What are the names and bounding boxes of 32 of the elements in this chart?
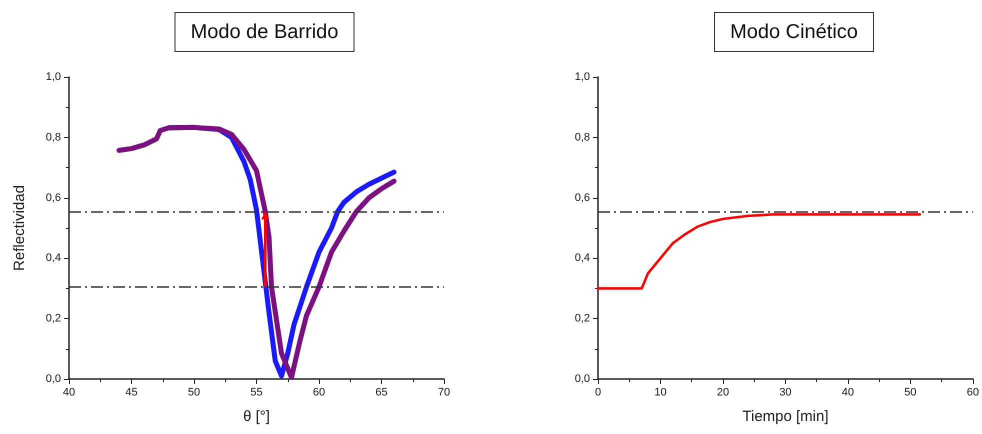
x-axis-title: θ [°]	[243, 408, 270, 425]
y-tick-label: 0,8	[574, 131, 590, 144]
y-tick-label: 0,0	[46, 373, 61, 385]
x-tick-label: 55	[250, 386, 263, 398]
y-tick-label: 0,6	[46, 192, 61, 204]
x-tick-label: 70	[438, 386, 450, 398]
y-tick-label: 1,0	[46, 71, 61, 83]
y-tick-label: 0,0	[574, 373, 590, 385]
x-axis-title: Tiempo [min]	[742, 408, 829, 425]
x-tick-label: 50	[904, 386, 917, 398]
y-tick-label: 0,6	[574, 192, 590, 204]
y-tick-label: 0,2	[46, 312, 61, 325]
x-tick-label: 60	[966, 386, 980, 398]
y-tick-label: 1,0	[574, 71, 590, 83]
x-tick-label: 40	[62, 386, 76, 398]
x-tick-label: 0	[594, 386, 602, 398]
x-tick-label: 30	[779, 386, 792, 398]
y-tick-label: 0,2	[574, 312, 590, 325]
x-tick-label: 20	[716, 386, 730, 398]
y-tick-label: 0,4	[46, 252, 61, 264]
y-tick-label: 0,8	[46, 131, 61, 144]
x-tick-label: 45	[125, 386, 138, 398]
y-axis-title: Reflectividad	[11, 185, 28, 271]
chart-title: Modo Cinético	[730, 21, 858, 43]
x-tick-label: 60	[312, 386, 326, 398]
x-tick-label: 50	[188, 386, 200, 398]
y-tick-label: 0,4	[574, 252, 590, 264]
chart-title: Modo de Barrido	[190, 21, 338, 43]
x-tick-label: 40	[842, 386, 854, 398]
x-tick-label: 65	[375, 386, 388, 398]
x-tick-label: 10	[654, 386, 667, 398]
line-series	[596, 213, 922, 290]
